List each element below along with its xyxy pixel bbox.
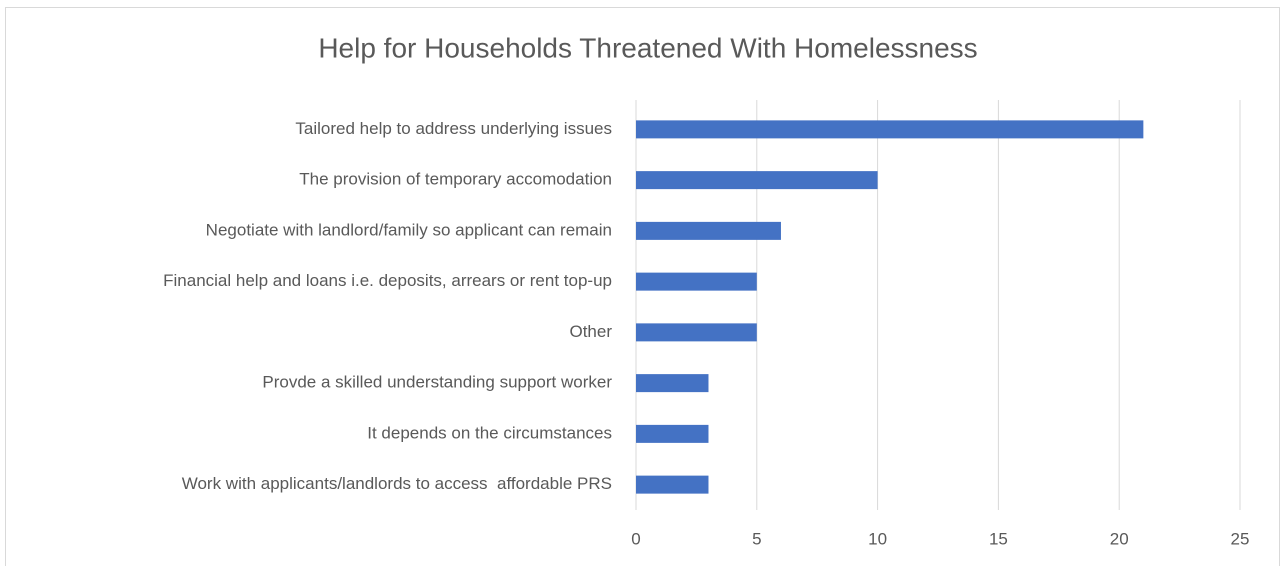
y-tick-label: Provde a skilled understanding support w… (262, 373, 612, 392)
bar (636, 374, 709, 393)
chart-title: Help for Households Threatened With Home… (318, 32, 977, 63)
bar (636, 424, 709, 443)
bar (636, 323, 757, 342)
x-tick-label: 15 (989, 529, 1008, 548)
x-tick-label: 10 (868, 529, 887, 548)
y-tick-label: Other (569, 322, 612, 341)
bar (636, 272, 757, 291)
bar (636, 120, 1144, 139)
x-tick-label: 25 (1231, 529, 1250, 548)
y-tick-label: The provision of temporary accomodation (299, 170, 612, 189)
x-tick-label: 0 (631, 529, 640, 548)
bar (636, 221, 781, 240)
x-tick-label: 5 (752, 529, 761, 548)
bar (636, 475, 709, 494)
bar (636, 171, 878, 190)
y-tick-label: Negotiate with landlord/family so applic… (206, 220, 612, 239)
x-tick-label: 20 (1110, 529, 1129, 548)
y-tick-label: Financial help and loans i.e. deposits, … (163, 271, 612, 290)
y-tick-label: Work with applicants/landlords to access… (182, 474, 612, 493)
y-tick-label: It depends on the circumstances (367, 423, 612, 442)
y-tick-label: Tailored help to address underlying issu… (295, 119, 612, 138)
